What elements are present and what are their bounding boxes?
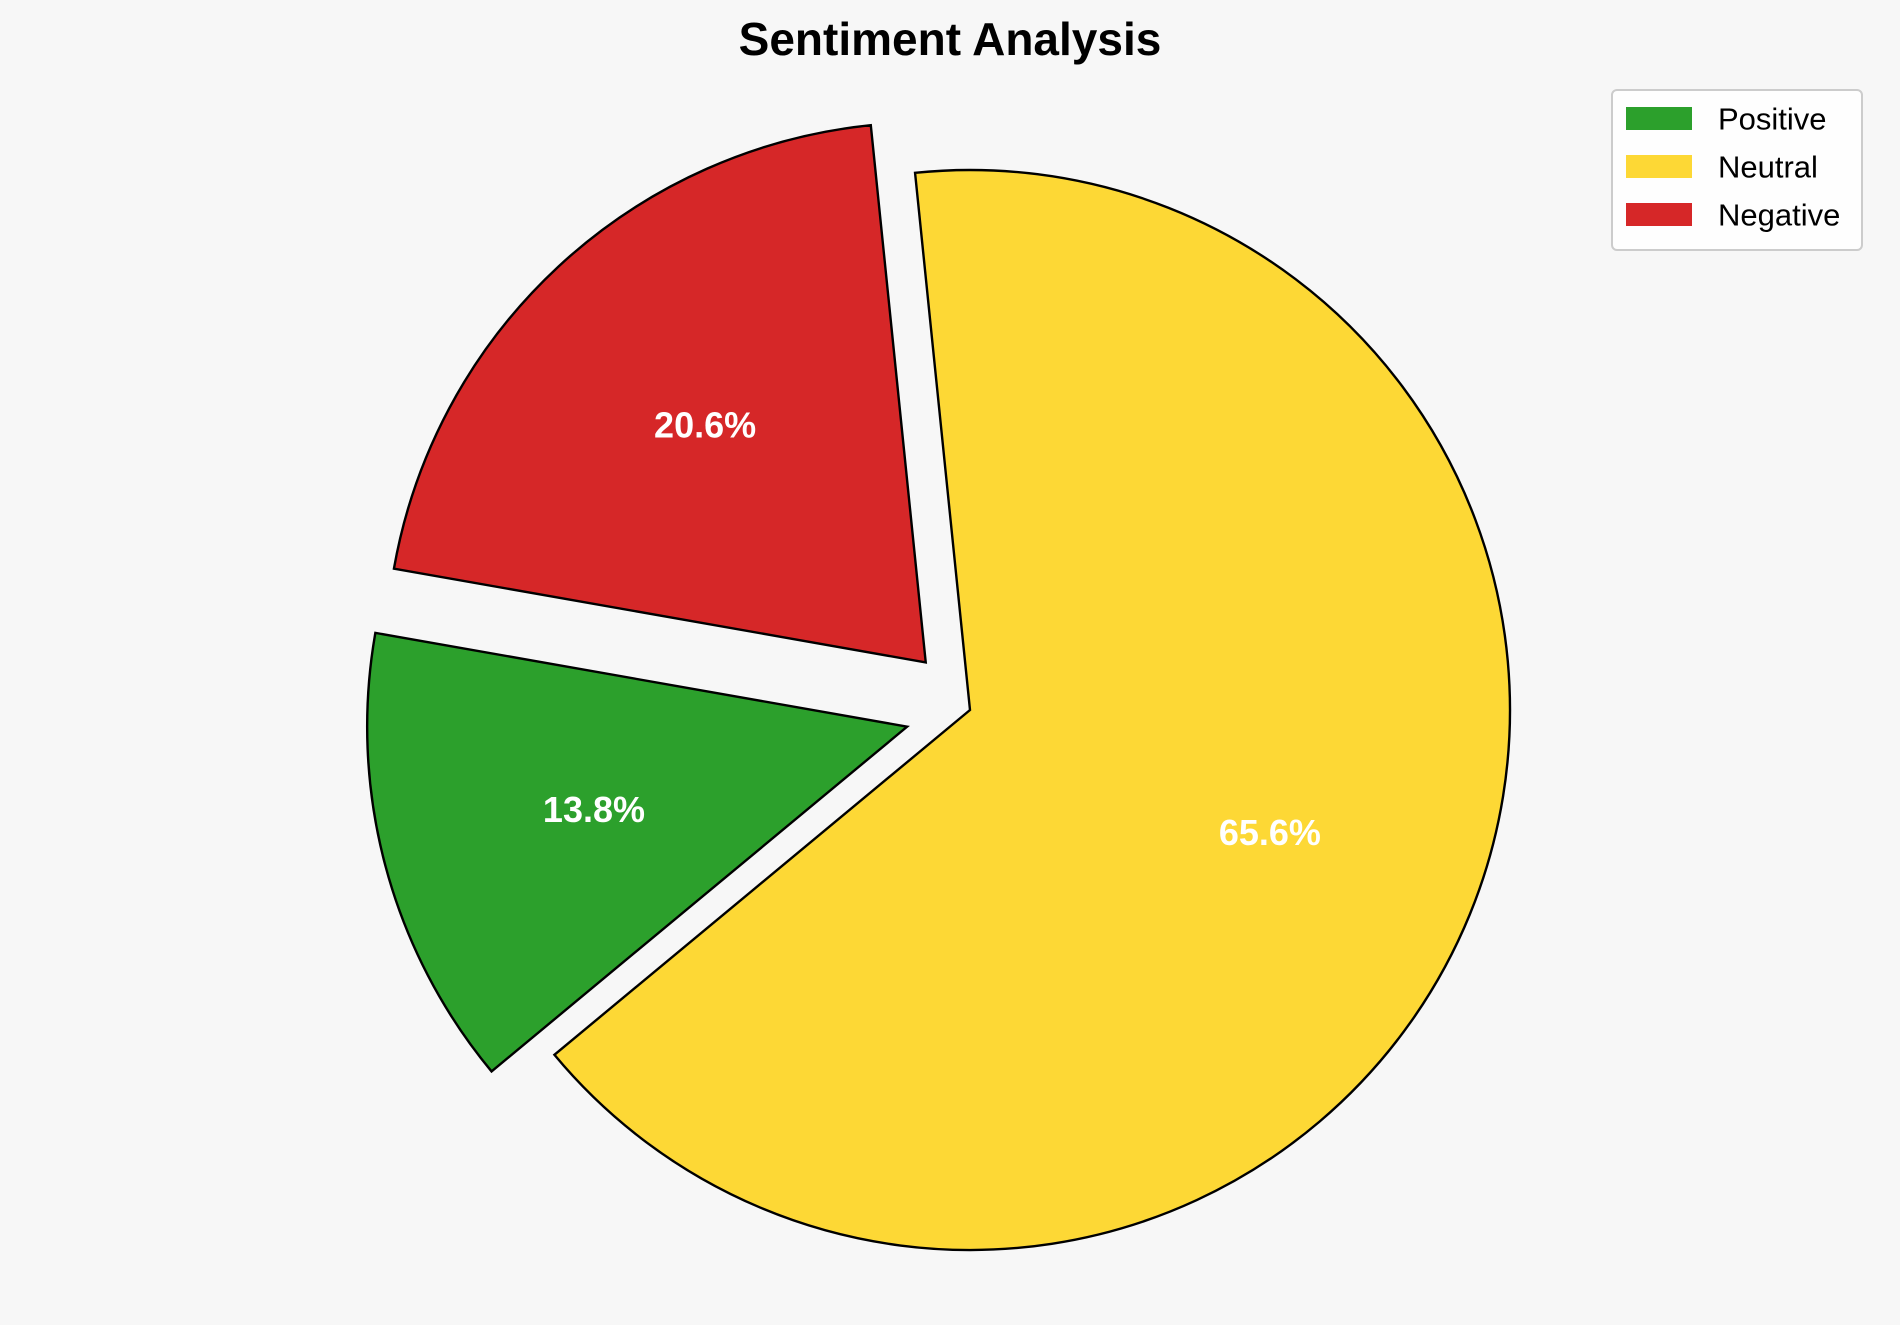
legend-label-positive: Positive <box>1718 102 1827 137</box>
pie-slices <box>365 123 1512 1252</box>
pie-label-positive: 13.8% <box>543 789 645 830</box>
pie-label-negative: 20.6% <box>654 405 756 446</box>
pie-label-neutral: 65.6% <box>1219 812 1321 853</box>
pie-slice-neutral <box>552 168 1512 1252</box>
legend-swatch-neutral <box>1626 155 1692 178</box>
legend-label-negative: Negative <box>1718 198 1840 233</box>
legend: Positive Neutral Negative <box>1611 89 1863 251</box>
legend-label-neutral: Neutral <box>1718 150 1818 185</box>
pie-slice-positive <box>365 631 910 1074</box>
chart-title: Sentiment Analysis <box>739 13 1162 65</box>
pie-percent-labels: 13.8% 65.6% 20.6% <box>543 405 1321 853</box>
legend-swatch-negative <box>1626 203 1692 226</box>
legend-swatch-positive <box>1626 107 1692 130</box>
pie-slice-negative <box>392 123 928 664</box>
